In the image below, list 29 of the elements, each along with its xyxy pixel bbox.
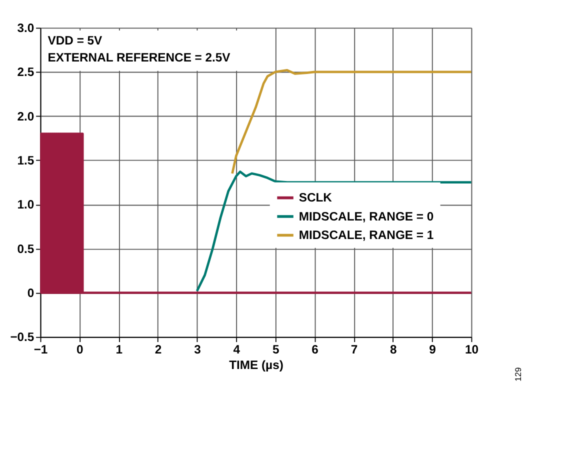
x-tick-label: 9 bbox=[429, 342, 436, 356]
y-tick-label: 1.0 bbox=[17, 198, 34, 212]
legend-label: MIDSCALE, RANGE = 1 bbox=[298, 228, 434, 242]
x-tick-label: 0 bbox=[76, 342, 84, 356]
x-tick-label: 2 bbox=[154, 342, 162, 356]
line-series bbox=[231, 68, 472, 175]
y-tick-label: 0 bbox=[27, 286, 34, 300]
x-tick-label: 5 bbox=[272, 342, 280, 356]
legend-label: SCLK bbox=[298, 190, 332, 205]
line-series bbox=[196, 170, 472, 292]
y-tick-label: 0.5 bbox=[17, 242, 34, 256]
legend-label: MIDSCALE, RANGE = 0 bbox=[298, 209, 434, 224]
y-tick-label: 2.5 bbox=[17, 65, 34, 80]
y-tick-label: −0.5 bbox=[10, 330, 34, 344]
x-tick-label: 3 bbox=[194, 342, 202, 356]
x-tick-label: 6 bbox=[312, 342, 319, 356]
x-tick-label: 1 bbox=[116, 342, 123, 356]
y-tick-label: 1.5 bbox=[17, 153, 34, 168]
y-tick-label: 3.0 bbox=[17, 20, 34, 35]
x-tick-label: 10 bbox=[464, 342, 479, 356]
text: 129 bbox=[512, 367, 523, 382]
x-tick-label: 4 bbox=[233, 342, 240, 356]
x-tick-label: −1 bbox=[34, 342, 48, 356]
x-axis-title: TIME (µs) bbox=[229, 358, 284, 372]
annotation: VDD = 5V bbox=[48, 34, 104, 48]
x-tick-label: 7 bbox=[350, 342, 358, 356]
y-tick-label: 2.0 bbox=[17, 109, 34, 124]
x-tick-label: 8 bbox=[390, 342, 397, 356]
annotation: EXTERNAL REFERENCE = 2.5V bbox=[48, 50, 232, 64]
